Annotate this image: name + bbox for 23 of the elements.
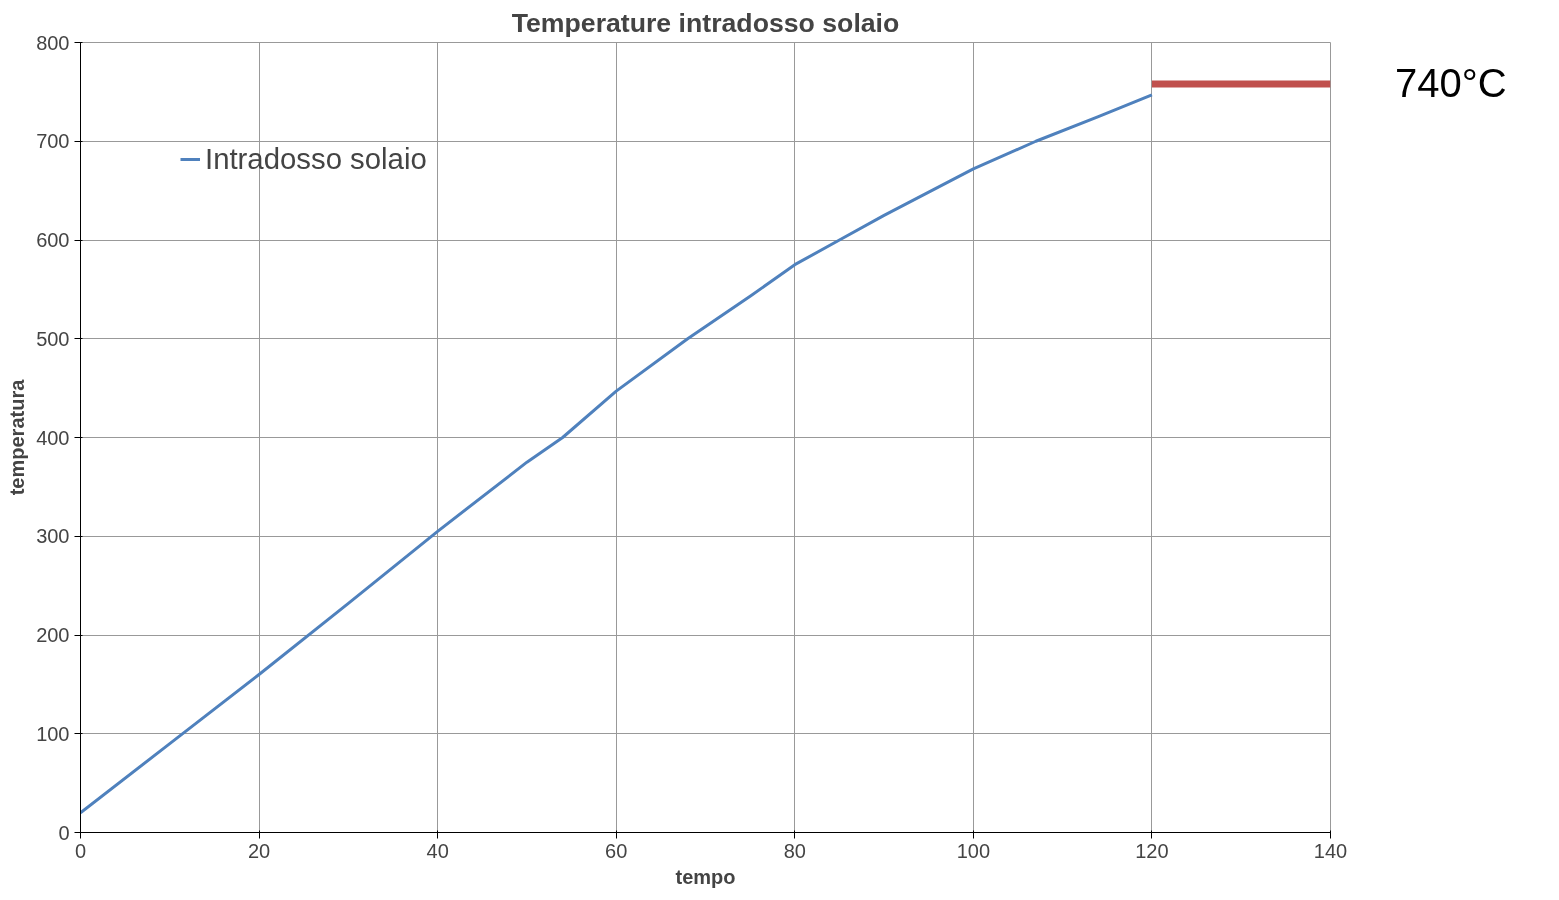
y-tick-label: 700: [36, 130, 70, 153]
x-tick-label: 0: [74, 839, 87, 862]
y-tick-label: 100: [36, 722, 70, 745]
y-axis-title: temperatura: [6, 378, 29, 496]
chart-title: Temperature intradosso solaio: [511, 7, 900, 38]
x-tick-label: 40: [426, 839, 449, 862]
y-tick-label: 600: [36, 229, 70, 251]
line-series: [80, 93, 1154, 815]
y-tick-label: 0: [58, 821, 70, 844]
x-tick-label: 60: [605, 839, 628, 862]
y-tick-label: 500: [36, 327, 70, 350]
x-axis-title: tempo: [675, 865, 736, 888]
x-tick-label: 20: [247, 839, 271, 862]
y-tick-label: 200: [36, 624, 70, 646]
text: 740°C: [1395, 60, 1507, 107]
x-tick-label: 140: [1313, 839, 1348, 862]
legend-label: Intradosso solaio: [205, 142, 427, 176]
x-tick-label: 120: [1135, 839, 1169, 862]
y-tick-label: 300: [36, 525, 70, 548]
x-tick-label: 100: [956, 839, 991, 862]
y-tick-label: 800: [36, 31, 70, 54]
x-tick-label: 80: [783, 839, 806, 862]
y-tick-label: 400: [36, 426, 70, 449]
